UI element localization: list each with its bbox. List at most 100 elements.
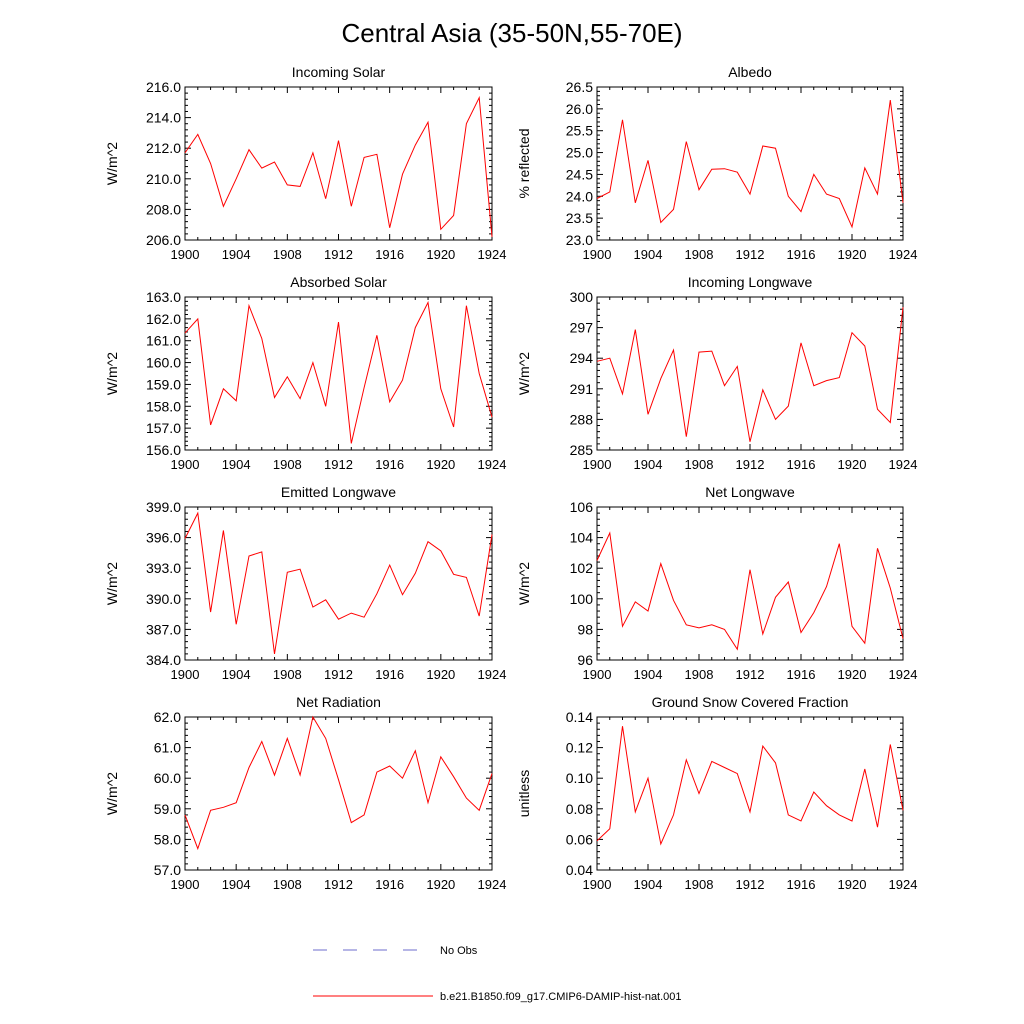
- x-tick-label: 1904: [634, 247, 663, 262]
- x-tick-label: 1908: [685, 877, 714, 892]
- x-tick-label: 1908: [273, 667, 302, 682]
- y-tick-label: 23.5: [566, 210, 593, 226]
- y-tick-label: 0.10: [566, 770, 593, 786]
- y-tick-label: 106: [570, 499, 594, 515]
- x-tick-label: 1924: [478, 247, 507, 262]
- x-tick-label: 1900: [171, 667, 200, 682]
- y-tick-label: 212.0: [146, 140, 181, 156]
- plot-frame: [596, 86, 904, 241]
- panel-title: Net Radiation: [296, 694, 381, 710]
- x-tick-label: 1912: [736, 457, 765, 472]
- panel-incoming-longwave: Incoming Longwave W/m^2 1900 1904 1908 1912 19…: [516, 274, 917, 472]
- y-tick-label: 210.0: [146, 171, 181, 187]
- y-tick-label: 161.0: [146, 333, 181, 349]
- series-line-net-longwave: [596, 531, 904, 651]
- y-tick-label: 100: [570, 591, 594, 607]
- y-tick-label: 206.0: [146, 232, 181, 248]
- y-tick-label: 25.5: [566, 123, 593, 139]
- x-tick-label: 1912: [324, 877, 353, 892]
- y-tick-label: 24.0: [566, 188, 593, 204]
- y-axis-label: W/m^2: [516, 562, 532, 605]
- y-tick-label: 159.0: [146, 376, 181, 392]
- x-tick-label: 1924: [478, 457, 507, 472]
- y-tick-label: 294: [570, 350, 594, 366]
- x-tick-label: 1916: [787, 667, 816, 682]
- y-tick-label: 59.0: [154, 801, 181, 817]
- x-tick-label: 1908: [685, 667, 714, 682]
- y-tick-label: 214.0: [146, 110, 181, 126]
- x-tick-label: 1916: [787, 877, 816, 892]
- y-tick-label: 60.0: [154, 770, 181, 786]
- x-tick-label: 1912: [324, 667, 353, 682]
- plot-frame: [596, 716, 904, 871]
- series-line-incoming-longwave: [596, 307, 904, 442]
- y-tick-label: 288: [570, 411, 594, 427]
- y-tick-label: 163.0: [146, 289, 181, 305]
- y-tick-label: 160.0: [146, 355, 181, 371]
- y-tick-label: 0.06: [566, 831, 593, 847]
- y-tick-label: 23.0: [566, 232, 593, 248]
- panel-emitted-longwave: Emitted Longwave W/m^2 1900 1904 1908 1912 191…: [104, 484, 506, 682]
- panel-title: Absorbed Solar: [290, 274, 387, 290]
- x-tick-label: 1924: [889, 877, 918, 892]
- x-tick-label: 1920: [426, 457, 455, 472]
- y-tick-label: 300: [570, 289, 594, 305]
- y-tick-label: 58.0: [154, 831, 181, 847]
- y-tick-label: 102: [570, 560, 594, 576]
- plot-frame: [596, 296, 904, 451]
- y-tick-label: 387.0: [146, 621, 181, 637]
- y-axis-label: W/m^2: [104, 562, 120, 605]
- figure-title: Central Asia (35-50N,55-70E): [341, 18, 682, 48]
- y-tick-label: 25.0: [566, 145, 593, 161]
- series-line-ground-snow-covered-fraction: [596, 726, 904, 846]
- x-tick-label: 1900: [171, 247, 200, 262]
- y-tick-label: 399.0: [146, 499, 181, 515]
- series-line-net-radiation: [184, 715, 493, 851]
- y-axis-label: W/m^2: [104, 142, 120, 185]
- series-line-emitted-longwave: [184, 511, 493, 654]
- panel-title: Incoming Longwave: [688, 274, 813, 290]
- legend-obs-label: No Obs: [440, 945, 478, 957]
- x-tick-label: 1916: [787, 457, 816, 472]
- chart-panels: Incoming Solar W/m^2 1900 1904 1908 1912 1916 1…: [104, 64, 917, 892]
- y-tick-label: 0.12: [566, 740, 593, 756]
- x-tick-label: 1900: [583, 667, 612, 682]
- y-tick-label: 98: [577, 621, 593, 637]
- y-tick-label: 96: [577, 652, 593, 668]
- y-tick-label: 208.0: [146, 201, 181, 217]
- plot-frame: [184, 716, 493, 871]
- y-tick-label: 62.0: [154, 709, 181, 725]
- x-tick-label: 1920: [838, 457, 867, 472]
- x-tick-label: 1912: [736, 877, 765, 892]
- x-tick-label: 1920: [838, 247, 867, 262]
- plot-frame: [596, 506, 904, 661]
- x-tick-label: 1916: [375, 667, 404, 682]
- x-tick-label: 1908: [685, 457, 714, 472]
- plot-frame: [184, 296, 493, 451]
- x-tick-label: 1904: [222, 247, 251, 262]
- x-tick-label: 1924: [889, 457, 918, 472]
- series-line-absorbed-solar: [184, 300, 493, 444]
- x-tick-label: 1908: [685, 247, 714, 262]
- y-axis-label: W/m^2: [104, 772, 120, 815]
- y-tick-label: 0.04: [566, 862, 593, 878]
- x-tick-label: 1912: [736, 247, 765, 262]
- series-line-incoming-solar: [184, 95, 493, 237]
- x-tick-label: 1924: [478, 667, 507, 682]
- y-tick-label: 157.0: [146, 420, 181, 436]
- x-tick-label: 1904: [222, 457, 251, 472]
- y-axis-label: W/m^2: [104, 352, 120, 395]
- panel-absorbed-solar: Absorbed Solar W/m^2 1900 1904 1908 1912 1916 1…: [104, 274, 506, 472]
- y-tick-label: 396.0: [146, 530, 181, 546]
- y-tick-label: 393.0: [146, 560, 181, 576]
- legend: No Obs b.e21.B1850.f09_g17.CMIP6-DAMIP-h…: [313, 945, 682, 1003]
- y-axis-label: W/m^2: [516, 352, 532, 395]
- y-tick-label: 216.0: [146, 79, 181, 95]
- x-tick-label: 1920: [838, 667, 867, 682]
- panel-title: Incoming Solar: [292, 64, 386, 80]
- y-tick-label: 57.0: [154, 862, 181, 878]
- x-tick-label: 1912: [324, 457, 353, 472]
- x-tick-label: 1920: [426, 877, 455, 892]
- y-tick-label: 61.0: [154, 740, 181, 756]
